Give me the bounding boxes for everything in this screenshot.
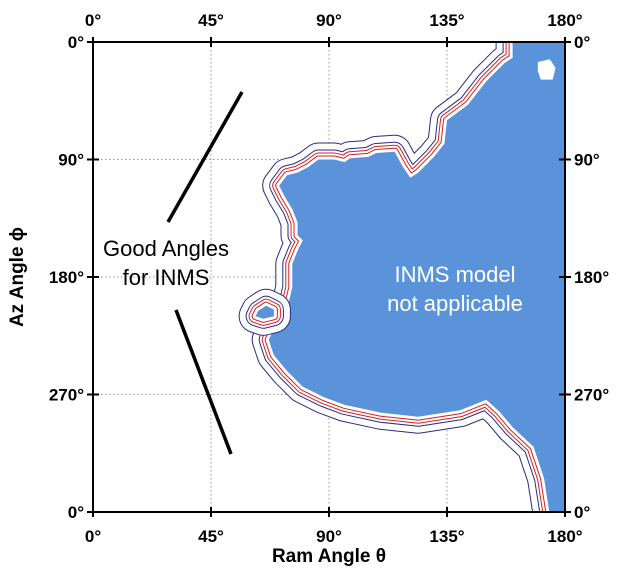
region-main bbox=[251, 25, 582, 529]
tick-label-x-bottom: 45° bbox=[198, 527, 224, 546]
annotation-pointer-upper bbox=[166, 91, 244, 223]
tick-label-x-top: 90° bbox=[316, 11, 342, 30]
annotation-pointer-lower bbox=[174, 309, 233, 455]
tick-label-x-top: 135° bbox=[429, 11, 464, 30]
tick-label-y-left: 90° bbox=[58, 151, 84, 170]
tick-label-x-top: 45° bbox=[198, 11, 224, 30]
tick-label-y-right: 0° bbox=[574, 33, 590, 52]
tick-label-x-bottom: 0° bbox=[85, 527, 101, 546]
y-axis-title: Az Angle ϕ bbox=[7, 227, 28, 327]
annotation-good-angles-line1: Good Angles bbox=[103, 236, 229, 261]
tick-label-x-top: 180° bbox=[547, 11, 582, 30]
region-main-fill bbox=[268, 42, 565, 512]
region-island-fill bbox=[255, 305, 274, 319]
tick-label-y-right: 0° bbox=[574, 503, 590, 522]
mask-bottom bbox=[0, 512, 620, 568]
tick-label-y-right: 90° bbox=[574, 151, 600, 170]
tick-label-x-bottom: 135° bbox=[429, 527, 464, 546]
mask-left bbox=[0, 0, 93, 568]
annotation-not-applicable-line2: not applicable bbox=[387, 291, 523, 316]
tick-label-y-left: 0° bbox=[68, 33, 84, 52]
tick-label-y-left: 180° bbox=[49, 268, 84, 287]
mask-right bbox=[565, 0, 620, 568]
annotation-good-angles-line2: for INMS bbox=[123, 265, 210, 290]
tick-label-y-right: 270° bbox=[574, 386, 609, 405]
annotation-not-applicable-line1: INMS model bbox=[394, 262, 515, 287]
tick-label-x-top: 0° bbox=[85, 11, 101, 30]
tick-label-x-bottom: 180° bbox=[547, 527, 582, 546]
tick-labels: 0°0°45°45°90°90°135°135°180°180°0° 0°90° 9… bbox=[49, 11, 610, 546]
tick-label-x-bottom: 90° bbox=[316, 527, 342, 546]
plot-frame bbox=[87, 37, 571, 517]
mask-top bbox=[0, 0, 620, 42]
tick-label-y-left: 0° bbox=[68, 503, 84, 522]
x-axis-title: Ram Angle θ bbox=[272, 546, 386, 567]
tick-label-y-right: 180° bbox=[574, 268, 609, 287]
tick-label-y-left: 270° bbox=[49, 386, 84, 405]
region-island bbox=[238, 288, 291, 336]
region-notch bbox=[537, 59, 556, 80]
